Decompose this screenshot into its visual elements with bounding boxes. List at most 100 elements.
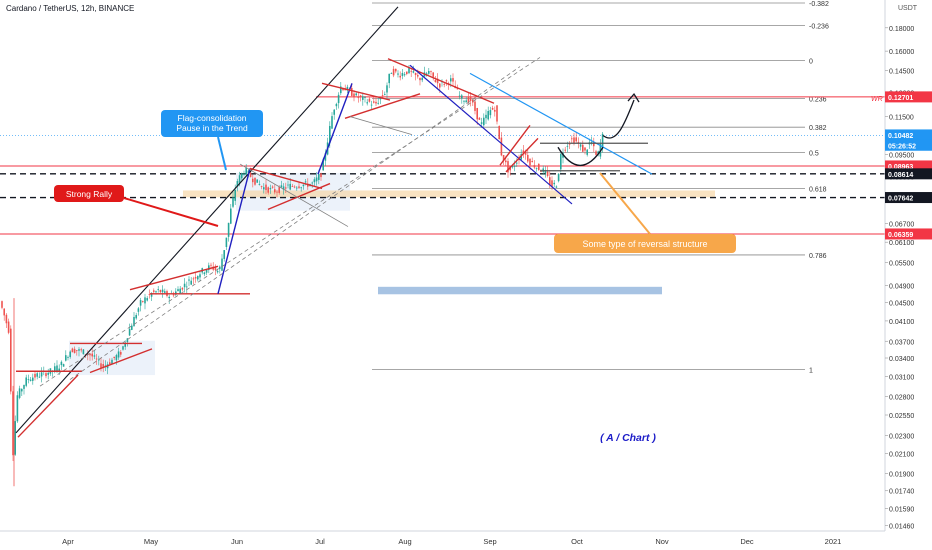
- candle-body: [320, 173, 322, 178]
- candle-body: [203, 272, 206, 275]
- candle-body: [183, 283, 186, 288]
- candle: [78, 347, 80, 357]
- candle: [551, 176, 553, 191]
- candle: [463, 99, 465, 105]
- candle: [386, 82, 388, 99]
- candle-body: [432, 72, 434, 77]
- candle-body: [474, 101, 476, 111]
- candle: [593, 137, 595, 153]
- candle-body: [421, 77, 423, 81]
- candle: [1, 300, 3, 310]
- trendline: [344, 93, 421, 119]
- price-tag-label: 0.08614: [888, 172, 913, 179]
- flag-callout-line: Flag-consolidation: [178, 113, 247, 123]
- candle: [474, 95, 476, 115]
- candle-body: [377, 102, 379, 104]
- price-tag-box: [885, 91, 932, 103]
- candle: [293, 185, 296, 189]
- candle-body: [252, 178, 254, 183]
- price-tag-label: 0.08963: [888, 164, 913, 171]
- time-tick-label: Dec: [740, 537, 754, 546]
- candle: [73, 346, 76, 354]
- candle: [12, 385, 14, 462]
- candle: [359, 94, 362, 102]
- candle-body: [513, 165, 516, 167]
- candle: [586, 148, 588, 157]
- reversal-callout-text: Some type of reversal structure: [582, 239, 707, 249]
- trendline: [129, 265, 219, 291]
- candle-body: [507, 161, 509, 173]
- candle: [18, 385, 21, 400]
- candle: [212, 262, 214, 272]
- candle-body: [194, 277, 197, 279]
- candle-body: [366, 102, 368, 104]
- candle: [390, 72, 393, 74]
- candle: [368, 96, 371, 103]
- candle-body: [109, 362, 111, 365]
- candle: [267, 186, 269, 195]
- price-tag-label: 0.06359: [888, 232, 913, 239]
- candle: [192, 276, 195, 285]
- price-tick-label: 0.02100: [889, 451, 914, 458]
- candle-body: [177, 289, 179, 292]
- candle-body: [439, 83, 441, 88]
- candle-body: [353, 93, 355, 98]
- candle-body: [238, 175, 241, 183]
- candle: [366, 98, 368, 106]
- candle-body: [392, 68, 395, 76]
- candle-body: [452, 78, 454, 82]
- candle: [144, 293, 146, 310]
- candle: [36, 370, 38, 380]
- fib-level-label: 0.236: [809, 96, 827, 103]
- rally-callout-text: Strong Rally: [66, 189, 113, 199]
- candle-body: [296, 187, 298, 189]
- candle-body: [111, 359, 113, 364]
- candle-body: [564, 149, 566, 151]
- price-tick-label: 0.04900: [889, 284, 914, 291]
- candle-body: [544, 170, 547, 173]
- candle-body: [150, 292, 153, 297]
- candle: [102, 359, 104, 373]
- candle-body: [135, 314, 137, 319]
- candle-body: [12, 391, 14, 456]
- candle-body: [315, 177, 318, 182]
- candle-body: [243, 173, 245, 175]
- candle: [568, 141, 571, 150]
- trendline: [505, 137, 539, 173]
- candle-body: [223, 250, 225, 259]
- candle: [571, 135, 573, 143]
- candle-body: [60, 361, 63, 366]
- candle: [291, 183, 294, 188]
- candle: [164, 288, 166, 294]
- candle-body: [505, 160, 507, 163]
- candle-body: [406, 71, 408, 75]
- candle: [3, 308, 5, 321]
- price-tick-label: 0.01900: [889, 471, 914, 478]
- candle: [148, 289, 151, 299]
- candle: [333, 108, 335, 120]
- candle-body: [469, 96, 472, 101]
- candle: [168, 294, 170, 304]
- trendline: [469, 72, 653, 175]
- candle: [199, 271, 201, 281]
- candle: [584, 147, 586, 155]
- candle: [430, 70, 432, 76]
- candle: [214, 264, 217, 276]
- time-tick-label: Jun: [231, 537, 243, 546]
- candle-body: [370, 104, 373, 106]
- candle-body: [80, 349, 82, 351]
- candle-body: [408, 67, 410, 74]
- candle-body: [205, 269, 208, 273]
- candle-body: [582, 144, 584, 152]
- candle-body: [153, 290, 155, 292]
- candle: [397, 70, 399, 78]
- candle: [353, 90, 355, 102]
- candle: [313, 177, 316, 187]
- candle: [65, 350, 67, 362]
- candle-body: [461, 95, 463, 99]
- candle-body: [557, 173, 560, 182]
- candle: [241, 172, 243, 182]
- candle: [544, 166, 547, 178]
- candle: [227, 222, 230, 242]
